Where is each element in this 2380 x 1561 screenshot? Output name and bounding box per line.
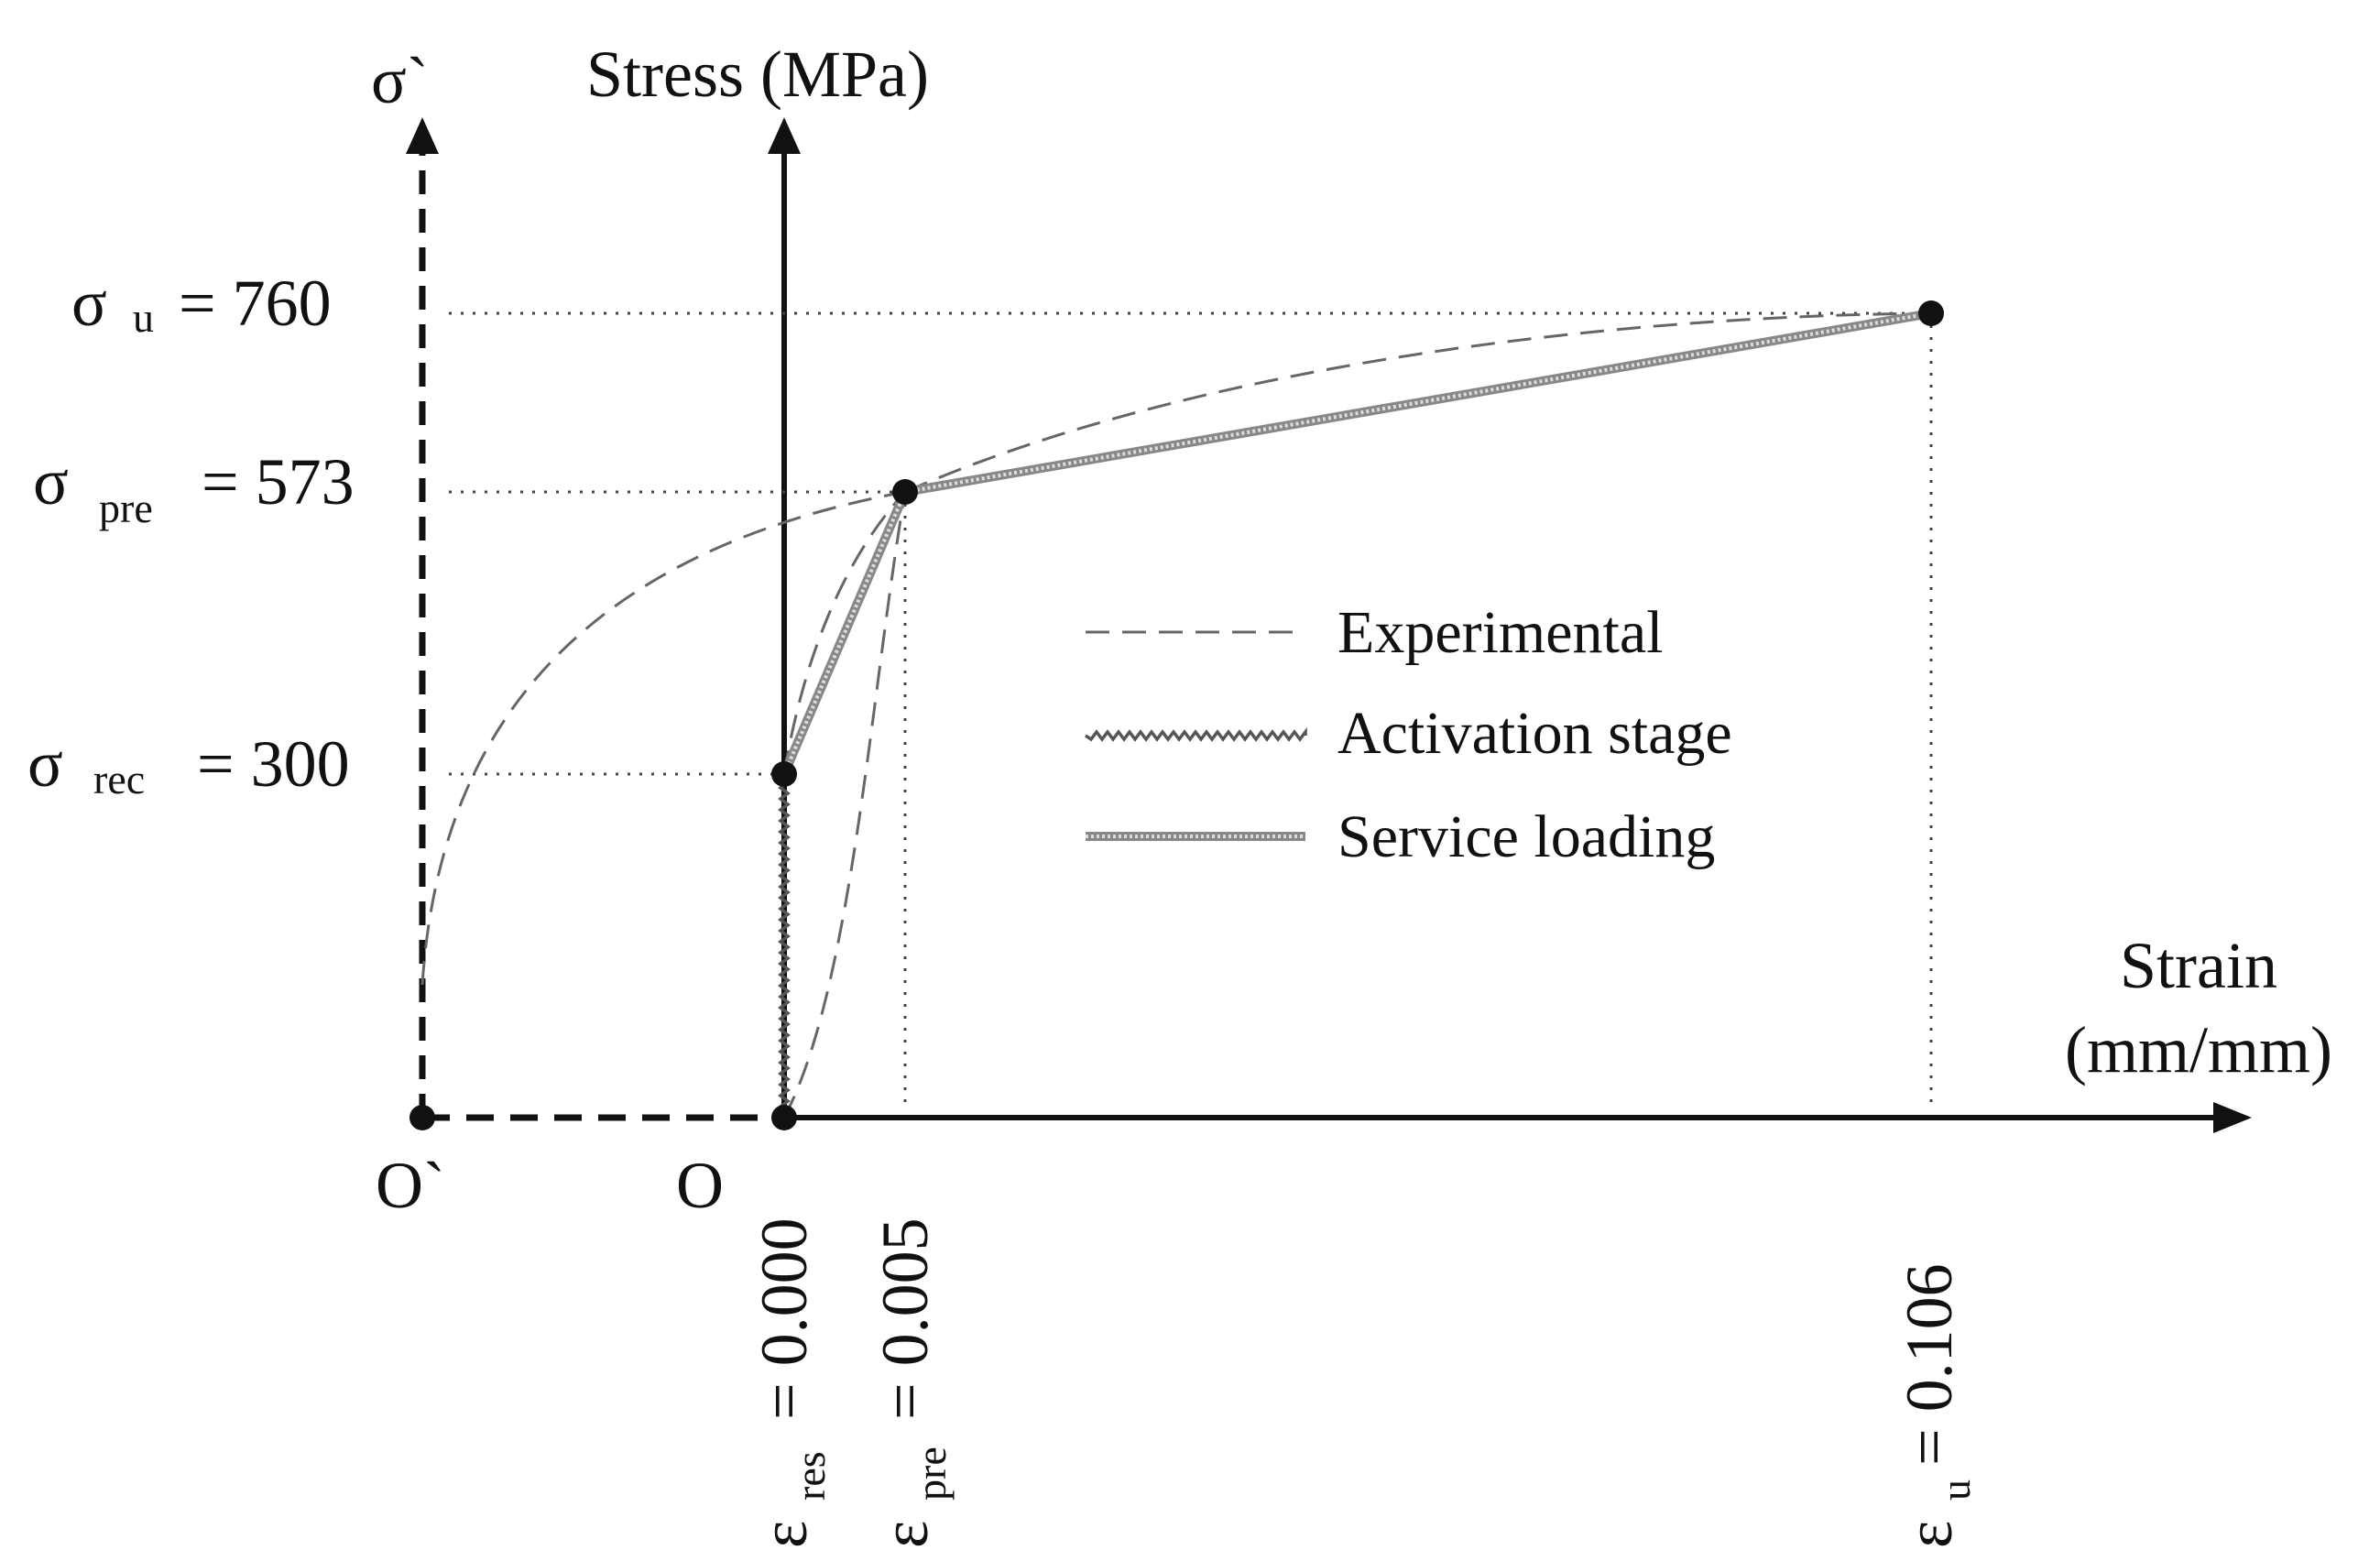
svg-text:u: u [133,294,154,341]
legend-experimental-label: Experimental [1337,599,1664,666]
label-sigma-u: σ u = 760 [71,267,332,341]
y-prime-axis-arrow [406,117,439,154]
legend-service-label: Service loading [1337,803,1715,870]
svg-text:= 300: = 300 [197,727,350,801]
y-axis-arrow [768,117,801,154]
origin-prime-label: O` [376,1149,445,1222]
svg-text:= 0.106: = 0.106 [1893,1263,1966,1466]
svg-text:ε: ε [748,1521,821,1548]
label-sigma-pre: σ pre = 573 [33,445,355,531]
svg-text:= 760: = 760 [179,267,332,340]
experimental-curve-primed [420,490,906,986]
point-origin [771,1105,797,1130]
legend-activation-swatch [1085,726,1307,742]
svg-text:σ: σ [33,445,69,519]
label-eps-u: ε u = 0.106 [1893,1263,1979,1548]
x-axis-arrow [2213,1102,2252,1133]
experimental-curve-left [782,490,907,775]
experimental-curve-lower [782,491,907,1119]
x-axis-title-line1: Strain [2120,929,2277,1002]
legend-activation-label: Activation stage [1337,700,1732,767]
point-sigma-u [1918,300,1944,326]
point-origin-prime [409,1105,435,1130]
experimental-curve-upper [904,311,1932,494]
svg-text:rec: rec [93,756,145,802]
x-axis-title-line2: (mm/mm) [2065,1013,2332,1086]
point-sigma-pre [892,479,918,505]
svg-text:ε: ε [1893,1521,1966,1548]
activation-stage-line [778,772,791,1119]
svg-text:= 0.000: = 0.000 [748,1217,821,1420]
svg-text:σ: σ [71,267,107,340]
svg-text:σ: σ [27,727,63,801]
svg-text:pre: pre [908,1446,955,1501]
svg-text:res: res [787,1451,834,1501]
label-eps-pre: ε pre = 0.005 [868,1217,955,1548]
svg-text:pre: pre [99,485,153,531]
legend: Experimental Activation stage Service lo… [1085,599,1732,870]
svg-text:ε: ε [868,1521,942,1548]
y-prime-axis-title: σ` [371,44,429,117]
svg-text:= 0.005: = 0.005 [868,1217,942,1420]
origin-label: O [676,1149,724,1222]
svg-text:= 573: = 573 [202,445,355,519]
point-sigma-rec [771,761,797,787]
service-loading-line-texture [782,311,1932,775]
y-axis-title: Stress (MPa) [586,38,929,111]
label-sigma-rec: σ rec = 300 [27,727,350,802]
svg-text:u: u [1932,1479,1979,1501]
label-eps-res: ε res = 0.000 [748,1217,834,1548]
